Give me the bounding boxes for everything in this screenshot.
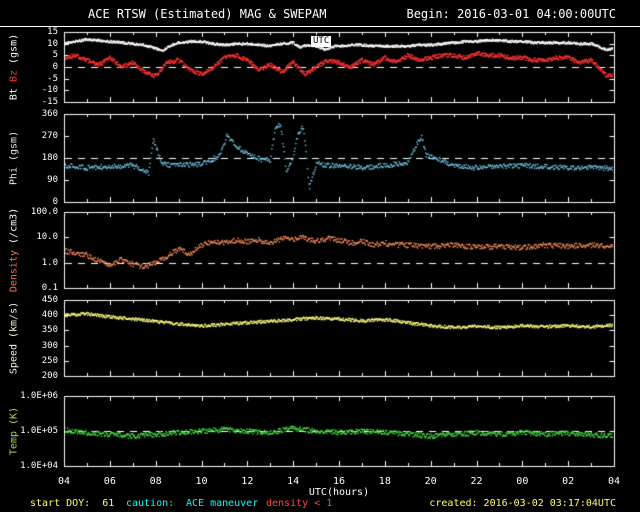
y-tick-label: 450 xyxy=(41,295,58,305)
y-tick-label: 0 xyxy=(52,62,58,72)
y-tick-label: 400 xyxy=(41,310,58,321)
y-tick-label: 15 xyxy=(47,27,58,37)
x-tick-label: 04 xyxy=(607,476,621,487)
y-tick-label: 0.1 xyxy=(41,283,58,293)
y-axis-label-part: (/cm3) xyxy=(8,207,20,244)
y-tick-label: -5 xyxy=(47,73,58,84)
y-tick-label: 10 xyxy=(47,38,58,49)
y-tick-label: 250 xyxy=(41,355,58,366)
y-tick-label: 180 xyxy=(41,153,58,163)
y-tick-label: 300 xyxy=(41,340,58,351)
x-tick-label: 10 xyxy=(195,476,208,487)
y-tick-label: 350 xyxy=(41,325,58,336)
y-tick-label: 1.0E+04 xyxy=(20,461,58,471)
y-axis-label: Speed (km/s) xyxy=(9,302,20,374)
x-tick-label: 14 xyxy=(287,476,300,487)
y-axis-label-part: Phi (gsm) xyxy=(8,130,20,186)
y-tick-label: 1.0E+05 xyxy=(20,426,58,436)
y-axis-label-part: (gsm) xyxy=(8,33,20,64)
y-axis-label-part: Bt xyxy=(8,82,20,101)
header-divider xyxy=(0,26,640,27)
y-tick-label: 100.0 xyxy=(30,207,58,217)
x-tick-label: 04 xyxy=(57,476,71,487)
y-axis-label: Bt Bz (gsm) xyxy=(9,34,20,100)
y-tick-label: -10 xyxy=(41,85,58,96)
x-tick-label: 06 xyxy=(103,476,116,487)
y-axis-label-part: Temp (K) xyxy=(8,406,20,456)
x-tick-label: 16 xyxy=(332,476,346,487)
y-tick-label: 200 xyxy=(41,371,58,381)
y-tick-label: 0 xyxy=(52,197,58,207)
y-tick-label: 1.0 xyxy=(41,257,58,268)
y-axis-label: Density (/cm3) xyxy=(9,208,20,292)
x-tick-label: 20 xyxy=(424,476,437,487)
y-axis-label: Temp (K) xyxy=(9,407,20,455)
y-axis-label-part: Bz xyxy=(8,63,20,83)
y-axis-label-part: Density xyxy=(8,243,20,293)
y-tick-label: 90 xyxy=(47,175,58,185)
utc-overlay-box: UTC xyxy=(311,36,332,47)
x-tick-label: 02 xyxy=(562,476,575,487)
y-axis-label-part: Speed (km/s) xyxy=(8,301,20,375)
x-tick-label: 18 xyxy=(378,476,391,487)
caution-text: ACE maneuver xyxy=(186,498,259,509)
x-axis-title: UTC(hours) xyxy=(308,487,370,498)
y-tick-label: 5 xyxy=(52,50,58,61)
x-tick-label: 12 xyxy=(241,476,254,487)
begin-timestamp: Begin: 2016-03-01 04:00:00UTC xyxy=(406,7,616,21)
created-timestamp: created: 2016-03-02 03:17:04UTC xyxy=(429,498,616,509)
x-tick-label: 08 xyxy=(149,476,162,487)
plot-title: ACE RTSW (Estimated) MAG & SWEPAM xyxy=(88,7,327,21)
utc-overlay-label: UTC xyxy=(313,36,330,46)
density-warning: density < 1 xyxy=(266,498,333,509)
x-tick-label: 00 xyxy=(516,476,529,487)
x-tick-label: 22 xyxy=(470,476,483,487)
y-axis-label: Phi (gsm) xyxy=(9,131,20,185)
y-tick-label: 1.0E+06 xyxy=(20,391,58,401)
y-tick-label: 360 xyxy=(41,109,58,119)
y-tick-label: 270 xyxy=(41,131,58,141)
caution-prefix: caution: xyxy=(126,498,175,509)
start-doy-label: start DOY: 61 xyxy=(30,498,115,509)
y-tick-label: 10.0 xyxy=(36,232,58,243)
y-tick-label: -15 xyxy=(41,97,58,107)
